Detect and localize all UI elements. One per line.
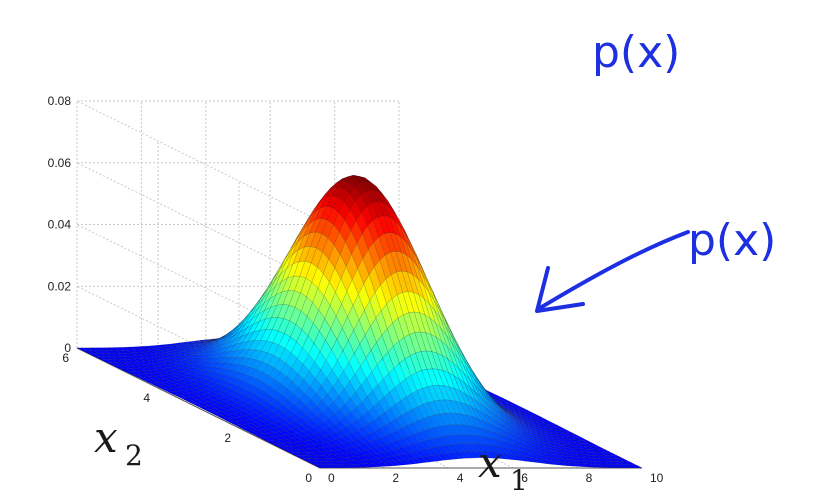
surface-patch — [630, 464, 643, 469]
x1-tick-label: 6 — [521, 471, 528, 485]
annotation-arrow — [535, 230, 690, 313]
x2-axis-label-sub: 2 — [125, 439, 143, 472]
gridline — [76, 100, 321, 222]
x1-axis-label: x 1 — [478, 438, 528, 495]
x1-tick-label: 10 — [650, 471, 664, 485]
x1-tick-label: 2 — [392, 471, 399, 485]
z-tick-label: 0.04 — [48, 218, 72, 232]
surface-plot — [76, 175, 643, 469]
annotation-px-right: p(x) — [688, 215, 776, 266]
x1-tick-label: 0 — [328, 471, 335, 485]
x1-axis-label-base: x — [478, 438, 502, 487]
x2-axis-label: x 2 — [94, 413, 143, 472]
x1-tick-label: 4 — [457, 471, 464, 485]
x2-axis-line — [76, 347, 321, 469]
annotation-px-top: p(x) — [592, 27, 680, 78]
z-tick-label: 0 — [64, 341, 71, 355]
x1-axis-label-sub: 1 — [510, 464, 528, 495]
x1-tick-label: 8 — [586, 471, 593, 485]
x2-tick-label: 6 — [62, 351, 69, 365]
z-tick-label: 0.02 — [48, 279, 72, 293]
z-tick-label: 0.08 — [48, 94, 72, 108]
x2-tick-label: 0 — [305, 471, 312, 485]
x2-tick-label: 4 — [143, 391, 150, 405]
x2-axis-label-base: x — [94, 413, 118, 462]
z-tick-label: 0.06 — [48, 156, 72, 170]
gridline — [76, 162, 321, 284]
x2-tick-label: 2 — [224, 431, 231, 445]
